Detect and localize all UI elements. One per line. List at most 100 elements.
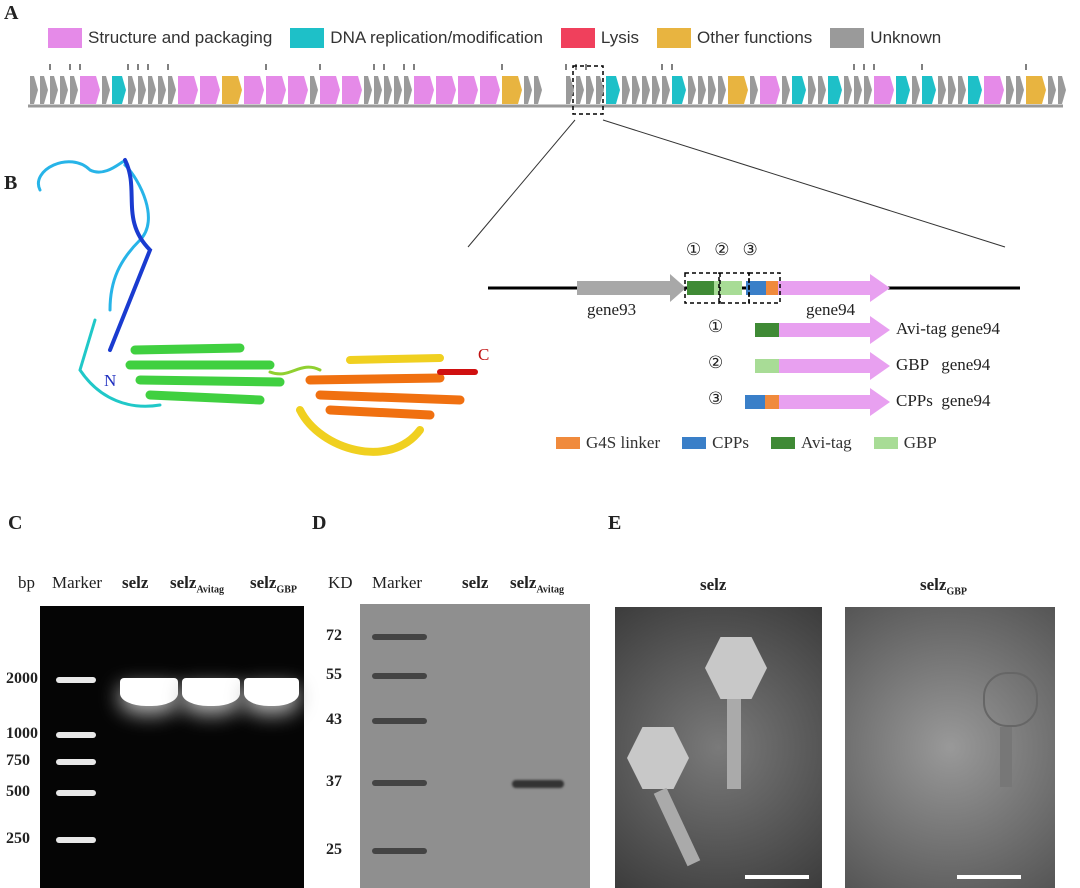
gene-arrow bbox=[158, 76, 166, 104]
agarose-gel-image bbox=[40, 606, 304, 888]
legend-item: Lysis bbox=[561, 28, 639, 48]
gene-arrow bbox=[938, 76, 946, 104]
legend-label: Unknown bbox=[870, 28, 941, 48]
legend-swatch bbox=[556, 437, 580, 449]
gene-arrow bbox=[652, 76, 660, 104]
gene-arrow bbox=[586, 76, 594, 104]
gene-arrow bbox=[782, 76, 790, 104]
gene-arrow bbox=[1048, 76, 1056, 104]
wb-lane-selz-avitag: selzAvitag bbox=[510, 573, 564, 595]
gene-arrow bbox=[30, 76, 38, 104]
ladder-band bbox=[56, 732, 96, 738]
gene-arrow bbox=[984, 76, 1004, 104]
gel-lane-selz-gbp: selzGBP bbox=[250, 573, 297, 595]
gene-arrow bbox=[128, 76, 136, 104]
gene-arrow bbox=[698, 76, 706, 104]
gene-arrow bbox=[708, 76, 716, 104]
western-blot-image bbox=[360, 604, 590, 888]
legend-item: Unknown bbox=[830, 28, 941, 48]
gene-arrow bbox=[288, 76, 308, 104]
gene-arrow bbox=[642, 76, 650, 104]
legend-item: Structure and packaging bbox=[48, 28, 272, 48]
marker-2: ② bbox=[714, 240, 729, 260]
gel-lane-selz-avitag: selzAvitag bbox=[170, 573, 224, 595]
construct-legend-item: G4S linker bbox=[556, 433, 660, 453]
gene-arrow bbox=[404, 76, 412, 104]
gene-arrow bbox=[266, 76, 286, 104]
gene-arrow bbox=[750, 76, 758, 104]
wb-lane-selz: selz bbox=[462, 573, 488, 593]
gene-arrow bbox=[864, 76, 872, 104]
gene-arrow bbox=[792, 76, 806, 104]
variant-label-2: GBP gene94 bbox=[896, 355, 990, 375]
legend-label: CPPs bbox=[712, 433, 749, 453]
tem-image-selz bbox=[615, 607, 822, 888]
marker-3: ③ bbox=[743, 240, 758, 260]
variant-marker-2: ② bbox=[708, 353, 723, 373]
legend-swatch bbox=[874, 437, 898, 449]
gene-arrow bbox=[662, 76, 670, 104]
tem-title-selz: selz bbox=[700, 575, 726, 595]
ladder-band bbox=[372, 634, 427, 640]
ladder-label: 43 bbox=[326, 711, 342, 729]
construct-legend-item: GBP bbox=[874, 433, 937, 453]
gene-arrow bbox=[896, 76, 910, 104]
gene-arrow bbox=[178, 76, 198, 104]
ladder-label: 72 bbox=[326, 627, 342, 645]
legend-swatch bbox=[657, 28, 691, 48]
c-terminus-label: C bbox=[478, 345, 489, 364]
legend-label: G4S linker bbox=[586, 433, 660, 453]
n-terminus-label: N bbox=[104, 371, 116, 390]
gene-arrow bbox=[436, 76, 456, 104]
gene-arrow bbox=[632, 76, 640, 104]
gene93-arrow bbox=[577, 274, 686, 302]
scale-bar bbox=[745, 875, 809, 879]
construct-legend-item: Avi-tag bbox=[771, 433, 852, 453]
gene-arrow bbox=[102, 76, 110, 104]
panel-label-a: A bbox=[4, 2, 18, 25]
ladder-band bbox=[56, 677, 96, 683]
panel-label-e: E bbox=[608, 512, 621, 535]
gene94-arrow bbox=[778, 274, 890, 302]
gene-arrow bbox=[948, 76, 956, 104]
variant-marker-1: ① bbox=[708, 317, 723, 337]
legend-label: Avi-tag bbox=[801, 433, 852, 453]
legend-label: DNA replication/modification bbox=[330, 28, 543, 48]
legend-swatch bbox=[48, 28, 82, 48]
gene-arrow bbox=[168, 76, 176, 104]
protein-structure bbox=[38, 160, 475, 452]
gene-arrow bbox=[80, 76, 100, 104]
gene-arrow bbox=[828, 76, 842, 104]
gene-arrow bbox=[200, 76, 220, 104]
variant-marker-3: ③ bbox=[708, 389, 723, 409]
ladder-band bbox=[372, 718, 427, 724]
gene-arrow bbox=[818, 76, 826, 104]
legend-label: Lysis bbox=[601, 28, 639, 48]
gene94-label: gene94 bbox=[806, 300, 855, 320]
ladder-label: 250 bbox=[6, 830, 30, 848]
gene-arrow bbox=[374, 76, 382, 104]
wb-unit: KD bbox=[328, 573, 353, 593]
gene-arrow bbox=[606, 76, 620, 104]
gene-arrow bbox=[718, 76, 726, 104]
legend-label: GBP bbox=[904, 433, 937, 453]
wb-lane-marker: Marker bbox=[372, 573, 422, 593]
gel-lane-marker: Marker bbox=[52, 573, 102, 593]
gene-arrow bbox=[342, 76, 362, 104]
construct-legend: G4S linker CPPs Avi-tag GBP bbox=[556, 433, 937, 453]
gene-arrow bbox=[244, 76, 264, 104]
scale-bar bbox=[957, 875, 1021, 879]
tem-image-selz-gbp bbox=[845, 607, 1055, 888]
gene-arrow bbox=[384, 76, 392, 104]
gene-arrow bbox=[760, 76, 780, 104]
ladder-label: 55 bbox=[326, 666, 342, 684]
gene-arrow bbox=[922, 76, 936, 104]
gene-arrow bbox=[576, 76, 584, 104]
gene-arrow bbox=[1026, 76, 1046, 104]
tem-title-selz-gbp: selzGBP bbox=[920, 575, 967, 597]
gene-arrow bbox=[364, 76, 372, 104]
gene-arrow bbox=[138, 76, 146, 104]
ladder-band bbox=[56, 837, 96, 843]
gene-arrow bbox=[50, 76, 58, 104]
gene-arrow bbox=[534, 76, 542, 104]
